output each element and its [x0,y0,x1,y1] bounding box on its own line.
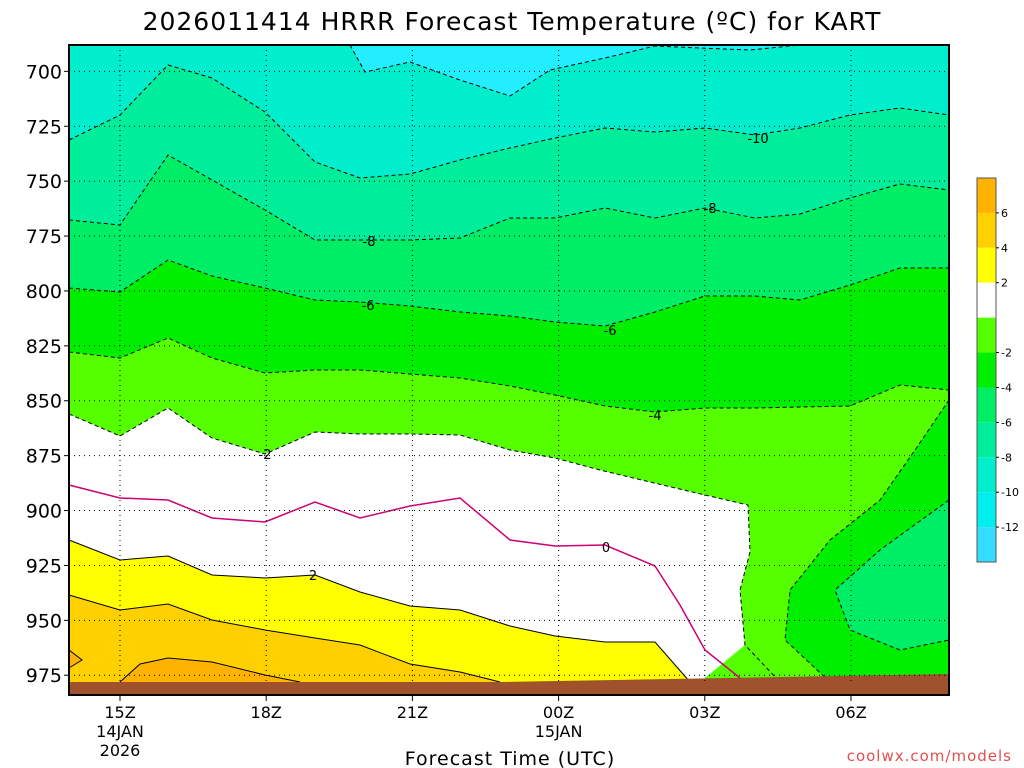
colorbar-label: -6 [1001,416,1012,429]
x-axis-label: Forecast Time (UTC) [405,748,615,768]
y-tick-label: 925 [26,555,62,577]
colorbar-label: -8 [1001,451,1012,464]
credit-text: coolwx.com/models [847,747,1012,765]
colorbar-swatch [977,247,996,283]
contour-label: 2 [309,569,317,584]
y-tick-label: 850 [26,391,62,413]
x-tick-date: 15JAN [535,722,583,741]
x-tick-label: 06Z [835,703,866,722]
region-minus8-minus6 [69,155,949,326]
colorbar-swatch [977,352,996,388]
x-tick-year: 2026 [100,741,141,760]
plot-area: -10-8-8-6-6-4-202 [68,44,950,696]
contour-6-edge [68,649,83,669]
y-tick-label: 900 [26,501,62,523]
colorbar-swatch [977,457,996,493]
x-tick-label: 18Z [251,703,282,722]
contour-minus12 [349,44,801,97]
y-tick-label: 950 [26,610,62,632]
colorbar: 6 4 2 -2 -4 -6 -8 -10 -12 [976,177,1019,563]
y-tick-label: 725 [26,116,62,138]
gridlines [69,45,949,682]
colorbar-swatch [977,422,996,458]
contour-label: -8 [363,235,376,250]
contour-label: -8 [704,202,717,217]
y-tick-label: 825 [26,336,62,358]
x-tick-label: 03Z [689,703,720,722]
colorbar-swatch [977,212,996,248]
x-tick-date: 14JAN [96,722,144,741]
x-tick-label: 21Z [397,703,428,722]
colorbar-label: -10 [1001,486,1019,499]
x-tick-label: 15Z [104,703,135,722]
y-tick-label: 700 [26,61,62,83]
y-tick-label: 750 [26,171,62,193]
colorbar-label: 2 [1001,277,1008,290]
colorbar-label: -12 [1001,521,1019,534]
chart-title: 2026011414 HRRR Forecast Temperature (ºC… [143,7,882,36]
contour-label: -6 [362,299,375,314]
colorbar-frame [976,177,997,563]
region-gt-6 [120,658,300,682]
contour-minus2 [68,407,781,683]
y-tick-label: 975 [26,665,62,687]
contour-2 [68,539,691,683]
colorbar-swatch [977,527,996,562]
y-tick-label: 775 [26,226,62,248]
contour-minus8 [68,154,950,241]
region-minus4-minus2 [69,338,949,682]
region-lt-minus10 [69,45,949,178]
region-minus8-inner [835,500,949,650]
plot-frame [68,44,950,696]
contour-label: -10 [747,132,768,147]
contour-minus6-inner [784,399,950,683]
contour-label: -6 [604,324,617,339]
colorbar-swatch [977,387,996,423]
ground-strip [69,674,949,695]
colorbar-label: -4 [1001,381,1012,394]
contour-minus8-inner [834,499,950,651]
region-gt-6-edge [69,650,82,668]
contour-4 [68,594,501,683]
region-minus6-minus4 [69,260,949,412]
colorbar-label: 6 [1001,207,1008,220]
x-tick-label: 00Z [543,703,574,722]
colorbar-swatch [977,178,996,213]
contour-label: 0 [602,541,610,556]
colorbar-swatch [977,492,996,528]
y-axis: 700 725 750 775 800 825 850 875 900 925 950 975 [26,61,69,687]
contour-minus4 [68,337,950,413]
y-tick-label: 800 [26,281,62,303]
contour-0 [68,484,746,683]
y-tick-label: 875 [26,446,62,468]
colorbar-swatch [977,317,996,353]
region-lt-minus12 [350,45,800,96]
contour-minus6 [68,259,949,327]
contour-6 [119,657,301,683]
contour-label: -4 [649,409,662,424]
colorbar-label: 4 [1001,242,1008,255]
contour-minus10 [68,64,950,179]
colorbar-swatch [977,282,996,318]
colorbar-label: -2 [1001,347,1012,360]
